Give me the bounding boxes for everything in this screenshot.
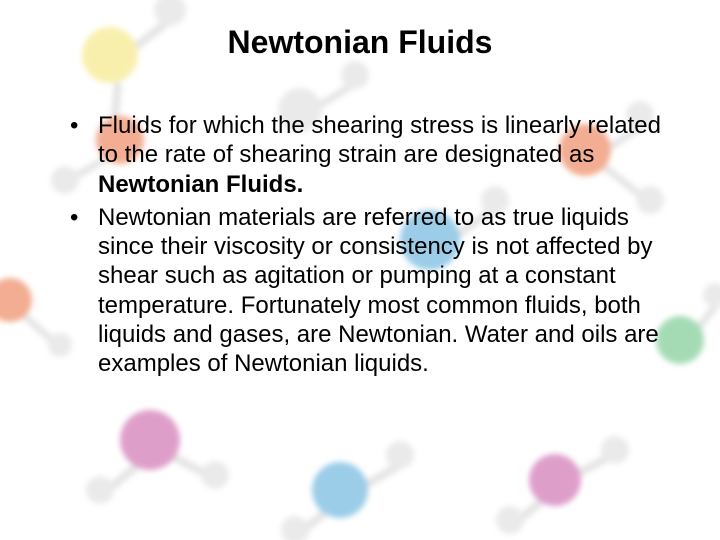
bullet-text-pre: Newtonian materials are referred to as t… xyxy=(98,204,659,377)
bullet-list: Fluids for which the shearing stress is … xyxy=(40,111,680,378)
slide-content: Newtonian Fluids Fluids for which the sh… xyxy=(0,0,720,540)
slide-title: Newtonian Fluids xyxy=(40,24,680,61)
bullet-text-pre: Fluids for which the shearing stress is … xyxy=(98,112,661,168)
bullet-text-bold: Newtonian Fluids. xyxy=(98,171,303,198)
bullet-item: Fluids for which the shearing stress is … xyxy=(70,111,680,199)
bullet-item: Newtonian materials are referred to as t… xyxy=(70,203,680,379)
